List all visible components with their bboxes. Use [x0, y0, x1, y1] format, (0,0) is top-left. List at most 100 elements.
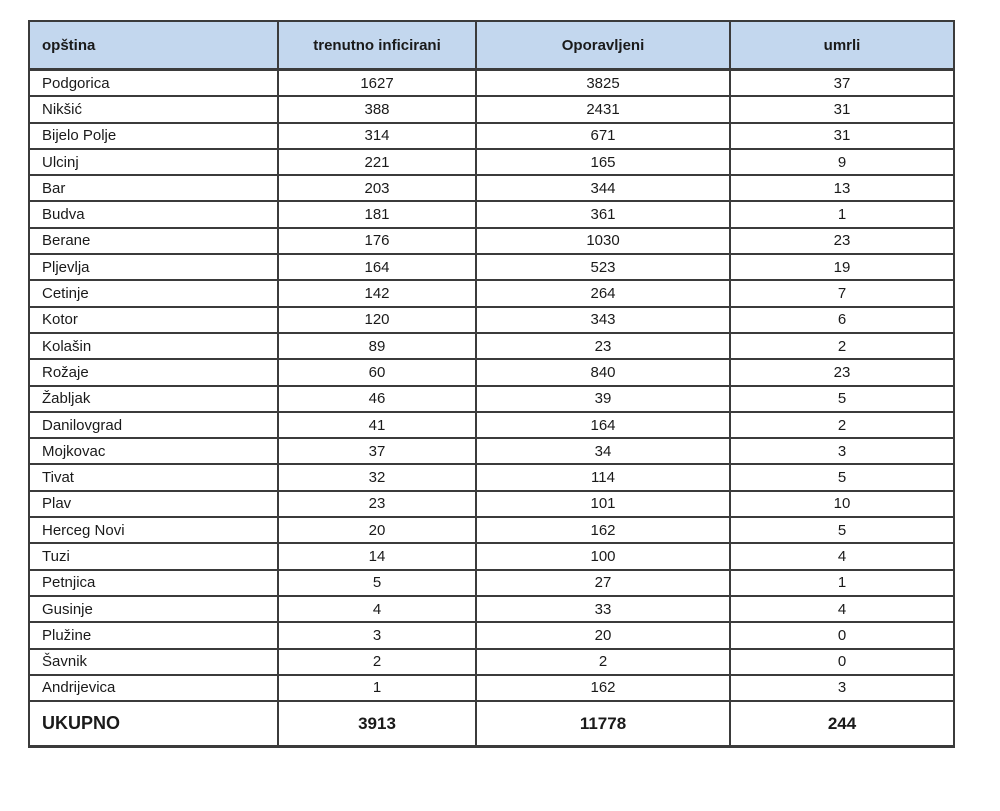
table-row: Šavnik 2 2 0 — [28, 647, 955, 676]
cell-value: 165 — [475, 147, 731, 177]
table-row: Petnjica 5 27 1 — [28, 568, 955, 597]
cell-value: 120 — [277, 305, 477, 334]
cell-value: 1 — [277, 673, 477, 703]
cell-value: 3825 — [475, 68, 731, 98]
cell-value: 3 — [277, 621, 477, 650]
cell-municipality: Kolašin — [28, 331, 279, 361]
table-row: Budva 181 361 1 — [28, 200, 955, 229]
cell-municipality: Ulcinj — [28, 147, 279, 177]
cell-value: 361 — [475, 200, 731, 229]
cell-municipality: Plav — [28, 489, 279, 519]
cell-value: 344 — [475, 174, 731, 203]
cell-value: 388 — [277, 95, 477, 124]
cell-value: 264 — [475, 279, 731, 308]
cell-municipality: Herceg Novi — [28, 516, 279, 545]
cell-municipality: Danilovgrad — [28, 410, 279, 440]
cell-value: 39 — [475, 384, 731, 413]
table-row: Bar 203 344 13 — [28, 174, 955, 203]
cell-value: 23 — [475, 331, 731, 361]
cell-value: 13 — [729, 174, 955, 203]
cell-value: 2 — [729, 331, 955, 361]
table-row: Rožaje 60 840 23 — [28, 358, 955, 387]
cell-value: 23 — [729, 226, 955, 256]
cell-value: 20 — [475, 621, 731, 650]
cell-value: 114 — [475, 463, 731, 492]
column-header-umrli: umrli — [729, 20, 955, 71]
table-row: Nikšić 388 2431 31 — [28, 95, 955, 124]
table-row: Herceg Novi 20 162 5 — [28, 516, 955, 545]
cell-value: 101 — [475, 489, 731, 519]
cell-value: 6 — [729, 305, 955, 334]
cell-municipality: Cetinje — [28, 279, 279, 308]
cell-value: 5 — [729, 463, 955, 492]
table-row: Cetinje 142 264 7 — [28, 279, 955, 308]
cell-value: 27 — [475, 568, 731, 597]
cell-value: 9 — [729, 147, 955, 177]
cell-value: 32 — [277, 463, 477, 492]
cell-value: 89 — [277, 331, 477, 361]
cell-value: 1030 — [475, 226, 731, 256]
cell-value: 2431 — [475, 95, 731, 124]
table-row: Tuzi 14 100 4 — [28, 542, 955, 571]
cell-value: 3 — [729, 437, 955, 466]
cell-municipality: Mojkovac — [28, 437, 279, 466]
table-row: Podgorica 1627 3825 37 — [28, 68, 955, 98]
table-row: Andrijevica 1 162 3 — [28, 673, 955, 703]
cell-value: 840 — [475, 358, 731, 387]
cell-municipality: Berane — [28, 226, 279, 256]
cell-value: 34 — [475, 437, 731, 466]
cell-value: 181 — [277, 200, 477, 229]
cell-value: 164 — [277, 253, 477, 282]
total-row: UKUPNO 3913 11778 244 — [28, 700, 955, 749]
cell-municipality: Šavnik — [28, 647, 279, 676]
cell-value: 162 — [475, 673, 731, 703]
cell-value: 10 — [729, 489, 955, 519]
total-oporavljeni: 11778 — [475, 700, 731, 749]
cell-value: 23 — [277, 489, 477, 519]
cell-value: 2 — [729, 410, 955, 440]
cell-municipality: Petnjica — [28, 568, 279, 597]
cell-municipality: Tuzi — [28, 542, 279, 571]
table-row: Tivat 32 114 5 — [28, 463, 955, 492]
table-row: Kotor 120 343 6 — [28, 305, 955, 334]
total-label: UKUPNO — [28, 700, 279, 749]
cell-value: 221 — [277, 147, 477, 177]
column-header-trenutno-inficirani: trenutno inficirani — [277, 20, 477, 71]
covid-municipality-table: opština trenutno inficirani Oporavljeni … — [28, 20, 955, 749]
cell-value: 37 — [277, 437, 477, 466]
cell-municipality: Rožaje — [28, 358, 279, 387]
cell-value: 343 — [475, 305, 731, 334]
cell-value: 4 — [729, 594, 955, 624]
table-body: Podgorica 1627 3825 37 Nikšić 388 2431 31 Bijelo… — [28, 68, 955, 703]
cell-municipality: Budva — [28, 200, 279, 229]
table-row: Plav 23 101 10 — [28, 489, 955, 519]
cell-value: 164 — [475, 410, 731, 440]
cell-value: 203 — [277, 174, 477, 203]
cell-value: 37 — [729, 68, 955, 98]
cell-value: 162 — [475, 516, 731, 545]
cell-value: 0 — [729, 647, 955, 676]
cell-value: 2 — [475, 647, 731, 676]
cell-value: 31 — [729, 121, 955, 150]
cell-value: 1 — [729, 568, 955, 597]
total-umrli: 244 — [729, 700, 955, 749]
table-row: Danilovgrad 41 164 2 — [28, 410, 955, 440]
table-row: Berane 176 1030 23 — [28, 226, 955, 256]
table-row: Gusinje 4 33 4 — [28, 594, 955, 624]
cell-value: 4 — [729, 542, 955, 571]
table-row: Žabljak 46 39 5 — [28, 384, 955, 413]
cell-value: 1 — [729, 200, 955, 229]
cell-value: 20 — [277, 516, 477, 545]
cell-value: 100 — [475, 542, 731, 571]
cell-value: 31 — [729, 95, 955, 124]
cell-municipality: Tivat — [28, 463, 279, 492]
cell-value: 314 — [277, 121, 477, 150]
cell-value: 0 — [729, 621, 955, 650]
cell-value: 33 — [475, 594, 731, 624]
cell-municipality: Bijelo Polje — [28, 121, 279, 150]
cell-value: 3 — [729, 673, 955, 703]
cell-value: 19 — [729, 253, 955, 282]
cell-value: 671 — [475, 121, 731, 150]
column-header-oporavljeni: Oporavljeni — [475, 20, 731, 71]
cell-municipality: Žabljak — [28, 384, 279, 413]
